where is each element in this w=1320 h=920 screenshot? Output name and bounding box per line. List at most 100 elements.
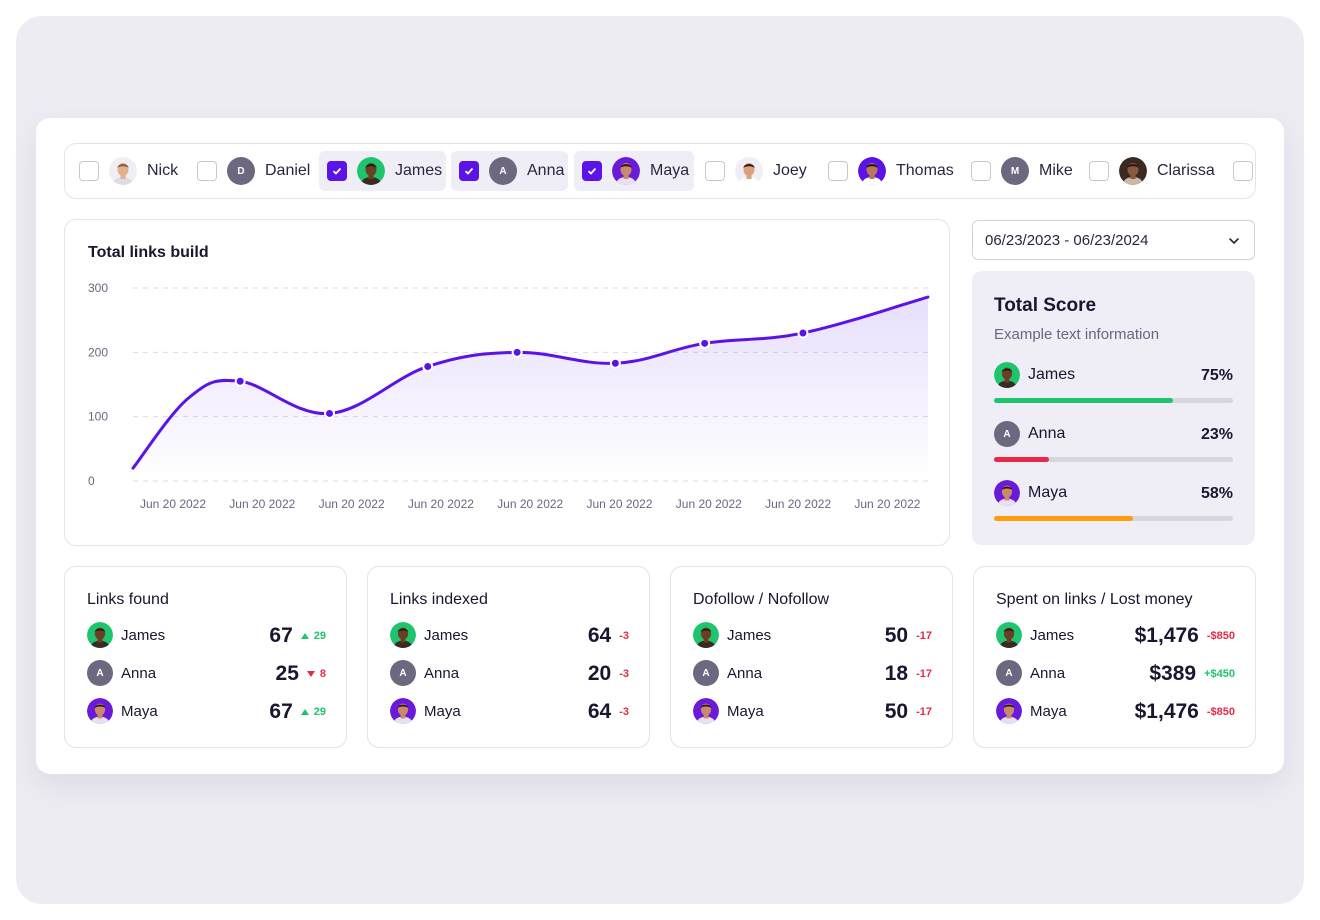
stat-delta: -$850 xyxy=(1206,706,1235,718)
stat-delta: -3 xyxy=(619,706,629,718)
score-row-anna: A Anna 23% xyxy=(994,421,1233,465)
user-name: Daniel xyxy=(265,162,311,179)
user-filter-mike[interactable]: M Mike xyxy=(963,151,1075,191)
checkbox[interactable] xyxy=(459,161,479,181)
y-tick-label: 200 xyxy=(88,345,108,359)
user-filter-more[interactable] xyxy=(1225,151,1255,191)
stat-name: Maya xyxy=(727,702,764,720)
chart-title: Total links build xyxy=(88,244,209,261)
x-tick-label: Jun 20 2022 xyxy=(765,497,831,511)
avatar-maya xyxy=(994,480,1020,506)
score-bar-fill xyxy=(994,457,1049,462)
checkbox[interactable] xyxy=(1233,161,1253,181)
stat-delta: -$850 xyxy=(1206,630,1235,642)
x-tick-label: Jun 20 2022 xyxy=(140,497,206,511)
x-tick-label: Jun 20 2022 xyxy=(676,497,742,511)
y-tick-label: 100 xyxy=(88,410,108,424)
chart-point[interactable] xyxy=(234,375,246,387)
user-filter-james[interactable]: James xyxy=(319,151,446,191)
user-name: Clarissa xyxy=(1157,162,1215,179)
y-tick-label: 0 xyxy=(88,474,95,488)
stat-name: Anna xyxy=(121,664,157,682)
x-tick-label: Jun 20 2022 xyxy=(229,497,295,511)
avatar-maya xyxy=(390,698,416,724)
score-percent: 23% xyxy=(1200,426,1233,443)
date-range-select[interactable]: 06/23/2023 - 06/23/2024 xyxy=(972,220,1255,260)
x-tick-label: Jun 20 2022 xyxy=(497,497,563,511)
user-name: Maya xyxy=(650,162,690,179)
user-name: Anna xyxy=(527,162,565,179)
checkbox[interactable] xyxy=(79,161,99,181)
stat-name: Maya xyxy=(424,702,461,720)
avatar-daniel: D xyxy=(227,157,255,185)
avatar-anna: A xyxy=(994,421,1020,447)
stat-value: 67 xyxy=(269,624,293,647)
checkbox[interactable] xyxy=(971,161,991,181)
stat-row: James 67 29 xyxy=(87,622,326,650)
avatar-mike: M xyxy=(1001,157,1029,185)
avatar-james xyxy=(994,362,1020,388)
score-name: James xyxy=(1028,366,1076,383)
stat-delta: -3 xyxy=(619,630,629,642)
chart-point[interactable] xyxy=(422,360,434,372)
stat-title: Links found xyxy=(87,591,169,608)
chart-point[interactable] xyxy=(324,407,336,419)
user-filter-maya[interactable]: Maya xyxy=(574,151,694,191)
user-filter-thomas[interactable]: Thomas xyxy=(820,151,955,191)
user-filter-bar: Nick D Daniel James A Anna Maya Joey xyxy=(64,143,1256,199)
chart-point[interactable] xyxy=(511,346,523,358)
stat-row: Maya 50 -17 xyxy=(693,698,932,726)
user-filter-nick[interactable]: Nick xyxy=(71,151,183,191)
stat-row: Maya $1,476 -$850 xyxy=(996,698,1235,726)
stat-delta: -17 xyxy=(916,668,932,680)
stat-row: James 64 -3 xyxy=(390,622,629,650)
chart-point[interactable] xyxy=(609,357,621,369)
stat-row: A Anna $389 +$450 xyxy=(996,660,1235,688)
avatar-maya xyxy=(996,698,1022,724)
stat-name: Anna xyxy=(727,664,763,682)
score-track xyxy=(994,398,1233,403)
user-filter-joey[interactable]: Joey xyxy=(697,151,812,191)
stat-title: Spent on links / Lost money xyxy=(996,591,1193,608)
avatar-james xyxy=(996,622,1022,648)
checkbox[interactable] xyxy=(1089,161,1109,181)
score-subtitle: Example text information xyxy=(994,326,1160,343)
checkbox[interactable] xyxy=(828,161,848,181)
checkbox[interactable] xyxy=(705,161,725,181)
score-bar-fill xyxy=(994,516,1133,521)
stat-row: A Anna 25 8 xyxy=(87,660,326,688)
stat-delta: -17 xyxy=(916,630,932,642)
stat-delta: 29 xyxy=(300,630,326,642)
checkbox[interactable] xyxy=(582,161,602,181)
checkbox[interactable] xyxy=(197,161,217,181)
score-name: Maya xyxy=(1028,484,1068,501)
user-filter-daniel[interactable]: D Daniel xyxy=(189,151,311,191)
stat-value: 20 xyxy=(587,662,612,685)
stat-delta: 8 xyxy=(306,668,326,680)
y-tick-label: 300 xyxy=(88,281,108,295)
chart-point[interactable] xyxy=(797,327,809,339)
checkbox[interactable] xyxy=(327,161,347,181)
stat-row: James $1,476 -$850 xyxy=(996,622,1235,650)
user-filter-anna[interactable]: A Anna xyxy=(451,151,568,191)
stat-value: $1,476 xyxy=(1134,700,1199,723)
score-row-james: James 75% xyxy=(994,362,1233,406)
avatar-anna: A xyxy=(87,660,113,686)
x-tick-label: Jun 20 2022 xyxy=(854,497,920,511)
user-filter-clarissa[interactable]: Clarissa xyxy=(1081,151,1221,191)
x-tick-label: Jun 20 2022 xyxy=(586,497,652,511)
score-percent: 75% xyxy=(1200,367,1233,384)
stat-title: Dofollow / Nofollow xyxy=(693,591,830,608)
user-name: James xyxy=(395,162,443,179)
stat-value: 50 xyxy=(884,700,909,723)
avatar-clarissa xyxy=(1119,157,1147,185)
avatar-maya xyxy=(693,698,719,724)
score-percent: 58% xyxy=(1200,485,1233,502)
stat-delta: 29 xyxy=(300,706,326,718)
chart-point[interactable] xyxy=(699,337,711,349)
user-name: Nick xyxy=(147,162,179,179)
dashboard-card: Nick D Daniel James A Anna Maya Joey xyxy=(36,118,1284,774)
stat-links-found: Links found James 67 29 A Anna 25 8 Maya 67… xyxy=(64,566,347,748)
stat-name: Maya xyxy=(121,702,158,720)
stat-row: Maya 67 29 xyxy=(87,698,326,726)
